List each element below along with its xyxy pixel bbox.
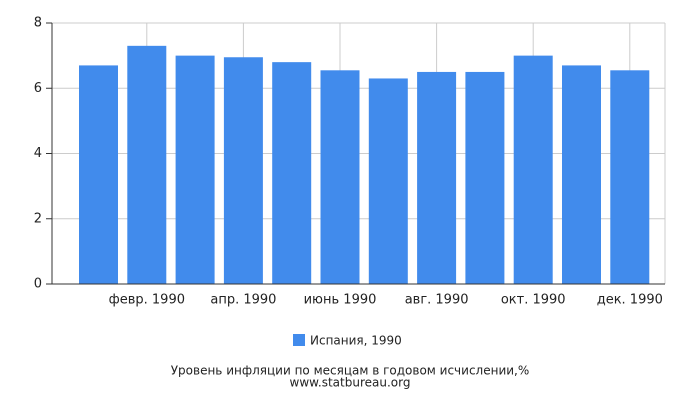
bar bbox=[562, 65, 601, 284]
x-tick-label: авг. 1990 bbox=[405, 293, 469, 308]
bar bbox=[127, 45, 167, 285]
bar bbox=[79, 65, 118, 284]
x-tick-label: апр. 1990 bbox=[210, 293, 276, 308]
y-tick-label: 2 bbox=[34, 211, 42, 226]
bar bbox=[272, 62, 312, 285]
y-tick-label: 4 bbox=[34, 146, 42, 161]
bar bbox=[368, 78, 408, 285]
x-tick-label: февр. 1990 bbox=[109, 293, 185, 308]
chart-subtitle: www.statbureau.org bbox=[290, 376, 411, 390]
bar bbox=[223, 57, 263, 284]
x-tick-label: дек. 1990 bbox=[597, 293, 663, 308]
bar bbox=[465, 71, 505, 284]
x-tick-label: июнь 1990 bbox=[304, 293, 377, 308]
legend-label: Испания, 1990 bbox=[310, 334, 402, 348]
bar bbox=[320, 70, 360, 285]
y-tick-label: 6 bbox=[34, 81, 42, 96]
legend-swatch bbox=[293, 334, 305, 346]
y-tick-label: 0 bbox=[34, 277, 42, 292]
bar bbox=[417, 71, 457, 284]
x-tick-label: окт. 1990 bbox=[501, 293, 566, 308]
bar bbox=[610, 70, 650, 285]
bar bbox=[513, 55, 553, 284]
bar bbox=[175, 55, 215, 284]
chart-title: Уровень инфляции по месяцам в годовом ис… bbox=[171, 364, 530, 378]
y-tick-label: 8 bbox=[34, 16, 42, 31]
